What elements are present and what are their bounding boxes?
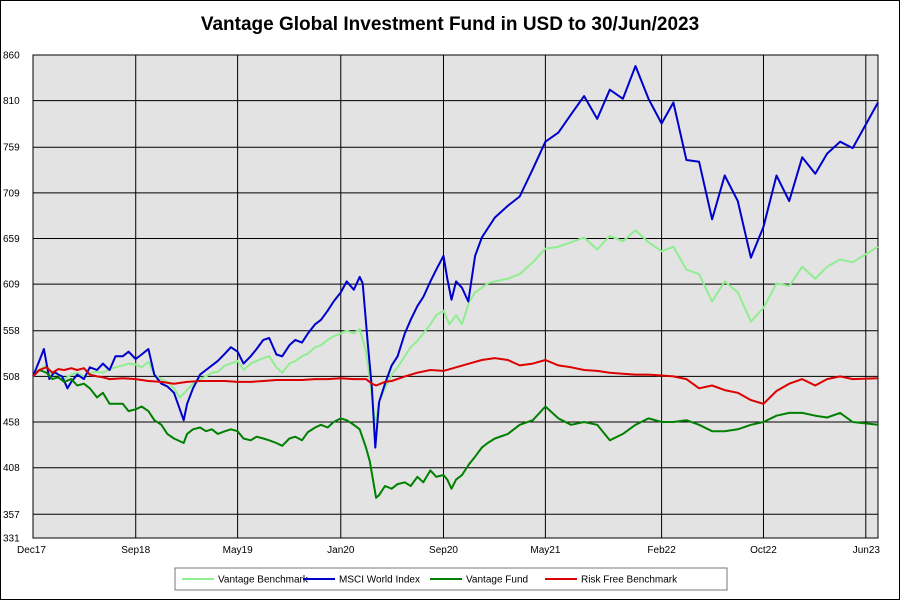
x-tick-label: Jun23 bbox=[853, 545, 881, 556]
y-tick-label: 609 bbox=[3, 280, 20, 291]
y-tick-label: 709 bbox=[3, 188, 20, 199]
x-tick-label: Feb22 bbox=[647, 545, 676, 556]
legend: Vantage Benchmark MSCI World Index Vantage… bbox=[174, 567, 728, 591]
legend-label: Risk Free Benchmark bbox=[581, 575, 678, 586]
legend-label: Vantage Fund bbox=[466, 575, 528, 586]
series-line-msci-world-index bbox=[32, 65, 879, 449]
legend-label: MSCI World Index bbox=[339, 575, 420, 586]
legend-label: Vantage Benchmark bbox=[218, 575, 309, 586]
y-gridlines bbox=[33, 100, 878, 515]
y-tick-label: 331 bbox=[3, 534, 20, 545]
x-tick-label: Dec17 bbox=[17, 545, 46, 556]
x-tick-label: Jan20 bbox=[327, 545, 355, 556]
x-tick-label: Sep20 bbox=[429, 545, 458, 556]
y-tick-label: 759 bbox=[3, 143, 20, 154]
chart-title: Vantage Global Investment Fund in USD to… bbox=[201, 14, 699, 35]
x-tick-label: Oct22 bbox=[750, 545, 777, 556]
x-gridlines bbox=[135, 55, 867, 538]
x-tick-label: Sep18 bbox=[121, 545, 150, 556]
x-tick-label: May21 bbox=[530, 545, 560, 556]
series-line-vantage-benchmark bbox=[32, 229, 879, 426]
series-line-vantage-fund bbox=[32, 369, 879, 499]
y-tick-label: 659 bbox=[3, 234, 20, 245]
y-tick-label: 810 bbox=[3, 96, 20, 107]
y-tick-label: 458 bbox=[3, 418, 20, 429]
y-tick-label: 408 bbox=[3, 463, 20, 474]
plot-area bbox=[32, 54, 879, 539]
y-tick-label: 357 bbox=[3, 510, 20, 521]
y-axis-tick-labels: 331 357 408 458 508 558 609 659 709 759 810 860 bbox=[3, 51, 20, 545]
series-lines bbox=[32, 65, 879, 499]
y-tick-label: 558 bbox=[3, 326, 20, 337]
x-axis-tick-labels: Dec17 Sep18 May19 Jan20 Sep20 May21 Feb22 Oct22… bbox=[17, 545, 880, 556]
y-tick-label: 860 bbox=[3, 51, 20, 62]
y-tick-label: 508 bbox=[3, 372, 20, 383]
x-tick-label: May19 bbox=[223, 545, 253, 556]
series-line-risk-free-benchmark bbox=[32, 357, 879, 405]
